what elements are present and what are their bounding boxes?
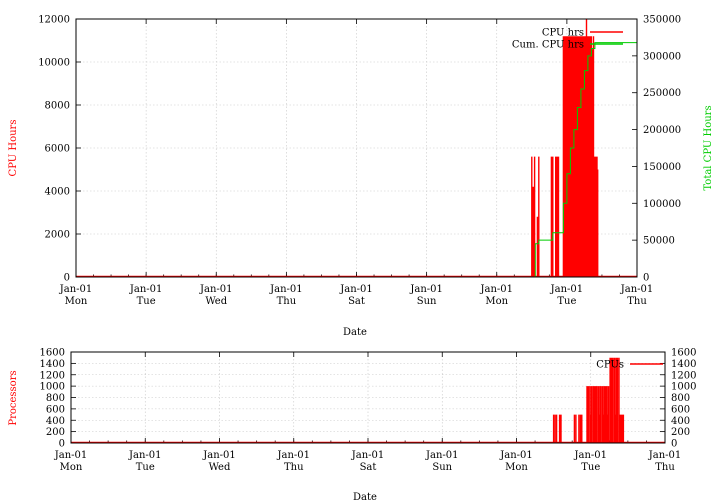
top-ylabel: CPU Hours [8,120,19,177]
xtick-day-label: Wed [209,462,231,473]
xtick-day-label: Mon [60,462,83,473]
bottom-xlabel: Date [353,492,377,503]
ytick-label: 6000 [45,144,70,155]
xtick-label: Jan-01 [276,450,310,461]
y2tick-label: 150000 [643,162,681,173]
xtick-day-label: Thu [277,296,297,307]
xtick-label: Jan-01 [269,284,303,295]
xtick-label: Jan-01 [550,284,584,295]
ytick-label: 12000 [38,15,70,26]
xtick-label: Jan-01 [339,284,373,295]
xtick-day-label: Tue [137,296,156,307]
ytick-label: 1000 [40,382,65,393]
ytick-label: 8000 [45,101,70,112]
xtick-label: Jan-01 [128,450,162,461]
y2tick-label: 200000 [643,125,681,136]
ytick-label: 2000 [45,230,70,241]
ytick-label: 10000 [38,58,70,69]
xtick-label: Jan-01 [425,450,459,461]
xtick-day-label: Wed [205,296,227,307]
y2tick-label: 50000 [643,236,675,247]
legend-label: CPUs [596,360,624,371]
plot-frame [70,351,666,444]
top-xlabel: Date [343,327,367,338]
xtick-day-label: Tue [581,462,600,473]
top-y2label: Total CPU Hours [703,105,714,190]
plot-frame [75,18,638,278]
bottom-ylabel: Processors [8,370,19,425]
y2tick-label: 1200 [671,370,696,381]
xtick-label: Jan-01 [351,450,385,461]
ytick-label: 800 [46,393,65,404]
xtick-day-label: Tue [557,296,576,307]
xtick-day-label: Thu [627,296,647,307]
xtick-label: Jan-01 [479,284,513,295]
xtick-day-label: Mon [505,462,528,473]
xtick-label: Jan-01 [648,450,682,461]
y2tick-label: 0 [671,439,677,450]
xtick-label: Jan-01 [129,284,163,295]
ytick-label: 600 [46,404,65,415]
xtick-label: Jan-01 [199,284,233,295]
y2tick-label: 250000 [643,88,681,99]
ytick-label: 1200 [40,370,65,381]
xtick-label: Jan-01 [202,450,236,461]
xtick-day-label: Sun [417,296,437,307]
xtick-day-label: Thu [655,462,675,473]
ytick-label: 0 [64,273,70,284]
ytick-label: 400 [46,416,65,427]
y2tick-label: 400 [671,416,690,427]
y2tick-label: 200 [671,427,690,438]
ytick-label: 1600 [40,348,65,359]
chart-bottom [70,351,666,444]
y2tick-label: 100000 [643,199,681,210]
y2tick-label: 300000 [643,51,681,62]
xtick-day-label: Mon [485,296,508,307]
y2tick-label: 1000 [671,382,696,393]
xtick-day-label: Sun [432,462,452,473]
legend-label: CPU hrs [542,28,584,39]
y2tick-label: 1400 [671,359,696,370]
xtick-label: Jan-01 [59,284,93,295]
xtick-day-label: Thu [284,462,304,473]
xtick-day-label: Tue [136,462,155,473]
y2tick-label: 350000 [643,15,681,26]
y2tick-label: 0 [643,273,649,284]
xtick-label: Jan-01 [499,450,533,461]
xtick-day-label: Sat [348,296,365,307]
xtick-day-label: Mon [65,296,88,307]
ytick-label: 200 [46,427,65,438]
y2tick-label: 800 [671,393,690,404]
xtick-day-label: Sat [360,462,377,473]
ytick-label: 1400 [40,359,65,370]
xtick-label: Jan-01 [573,450,607,461]
xtick-label: Jan-01 [409,284,443,295]
chart-top [75,18,638,278]
ytick-label: 0 [59,439,65,450]
y2tick-label: 1600 [671,348,696,359]
legend-label: Cum. CPU hrs [512,40,584,51]
series-cum-cpu-hrs [531,42,637,278]
xtick-label: Jan-01 [54,450,88,461]
ytick-label: 4000 [45,187,70,198]
xtick-label: Jan-01 [620,284,654,295]
y2tick-label: 600 [671,404,690,415]
